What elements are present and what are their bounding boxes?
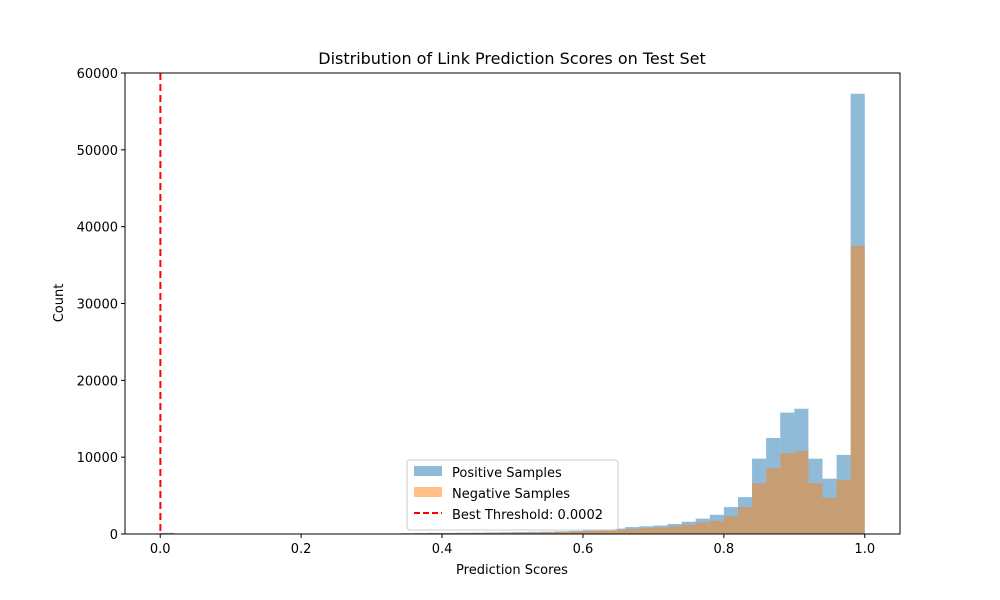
negative-bar bbox=[582, 531, 598, 534]
negative-bar bbox=[737, 507, 753, 534]
y-tick-label: 20000 bbox=[77, 374, 118, 389]
y-tick-label: 10000 bbox=[77, 451, 118, 466]
negative-bar bbox=[512, 532, 527, 534]
x-tick-label: 0.0 bbox=[150, 542, 171, 557]
negative-bar bbox=[794, 451, 809, 534]
y-tick-label: 60000 bbox=[77, 67, 118, 82]
y-tick-label: 30000 bbox=[77, 298, 118, 313]
negative-bar bbox=[850, 245, 865, 534]
negative-bar bbox=[554, 532, 569, 534]
negative-bar bbox=[695, 522, 710, 534]
negative-bar bbox=[667, 526, 682, 534]
y-tick-label: 0 bbox=[110, 528, 118, 543]
legend-label-positive: Positive Samples bbox=[452, 466, 562, 481]
negative-bar bbox=[540, 532, 555, 534]
x-axis-label: Prediction Scores bbox=[456, 563, 568, 578]
legend-swatch-negative bbox=[414, 487, 442, 497]
legend-label-negative: Negative Samples bbox=[452, 487, 570, 502]
y-tick-label: 40000 bbox=[77, 221, 118, 236]
negative-bar bbox=[780, 453, 795, 534]
negative-bar bbox=[709, 520, 724, 534]
y-axis-label: Count bbox=[52, 284, 67, 323]
negative-bar bbox=[484, 532, 499, 534]
positive-bar bbox=[160, 532, 175, 534]
negative-bar bbox=[723, 516, 738, 534]
negative-bar bbox=[653, 527, 668, 534]
negative-bar bbox=[568, 531, 583, 534]
negative-bar bbox=[836, 480, 851, 534]
negative-bar bbox=[611, 529, 626, 534]
negative-bar bbox=[752, 483, 767, 534]
negative-bar bbox=[639, 528, 654, 534]
x-tick-label: 0.4 bbox=[432, 542, 453, 557]
negative-bar bbox=[526, 532, 541, 534]
legend-label-threshold: Best Threshold: 0.0002 bbox=[452, 508, 603, 523]
y-axis: 0 10000 20000 30000 40000 50000 60000 bbox=[77, 67, 125, 543]
negative-bar bbox=[597, 530, 612, 534]
negative-bar bbox=[498, 532, 513, 534]
y-tick-label: 50000 bbox=[77, 144, 118, 159]
negative-bar bbox=[681, 524, 696, 534]
chart-title: Distribution of Link Prediction Scores o… bbox=[318, 49, 705, 68]
legend: Positive Samples Negative Samples Best T… bbox=[406, 459, 619, 531]
legend-box bbox=[406, 459, 619, 531]
negative-samples-bars bbox=[160, 245, 865, 534]
x-axis: 0.0 0.2 0.4 0.6 0.8 1.0 bbox=[150, 534, 875, 557]
negative-bar bbox=[808, 483, 823, 534]
negative-bar bbox=[625, 529, 640, 534]
x-tick-label: 0.2 bbox=[291, 542, 312, 557]
x-tick-label: 1.0 bbox=[854, 542, 875, 557]
x-tick-label: 0.8 bbox=[714, 542, 735, 557]
negative-bar bbox=[766, 467, 781, 534]
negative-bar bbox=[822, 497, 837, 534]
x-tick-label: 0.6 bbox=[573, 542, 594, 557]
legend-swatch-positive bbox=[414, 466, 442, 476]
